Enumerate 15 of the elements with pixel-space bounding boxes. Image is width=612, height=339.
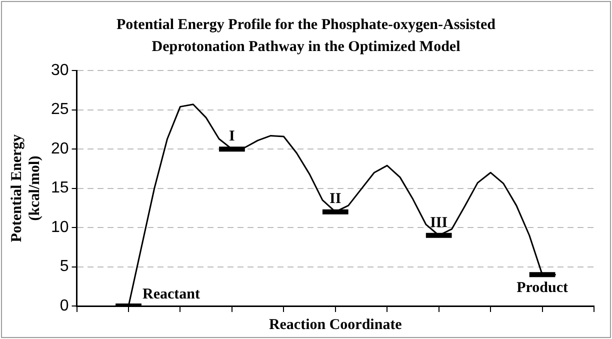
y-tick-label: 0	[60, 297, 69, 314]
y-tick-label: 5	[60, 258, 69, 276]
annotation: Product	[516, 280, 568, 296]
y-tick-label: 30	[51, 62, 69, 80]
annotation: II	[330, 191, 342, 208]
y-axis-title: Potential Energy (kcal/mol)	[8, 134, 43, 242]
y-tick-label: 20	[51, 140, 69, 158]
annotation: I	[229, 128, 236, 144]
annotation: III	[430, 214, 448, 231]
annotation: Reactant	[142, 286, 200, 302]
x-axis-title: Reaction Coordinate	[268, 316, 402, 333]
y-tick-label: 15	[51, 180, 69, 197]
y-tick-label: 25	[51, 101, 69, 118]
chart-title: Potential Energy Profile for the Phosphate-oxygen-Assisted Deprotonation Pathway in the Optimized Model	[116, 16, 496, 57]
y-tick-label: 10	[51, 218, 69, 236]
